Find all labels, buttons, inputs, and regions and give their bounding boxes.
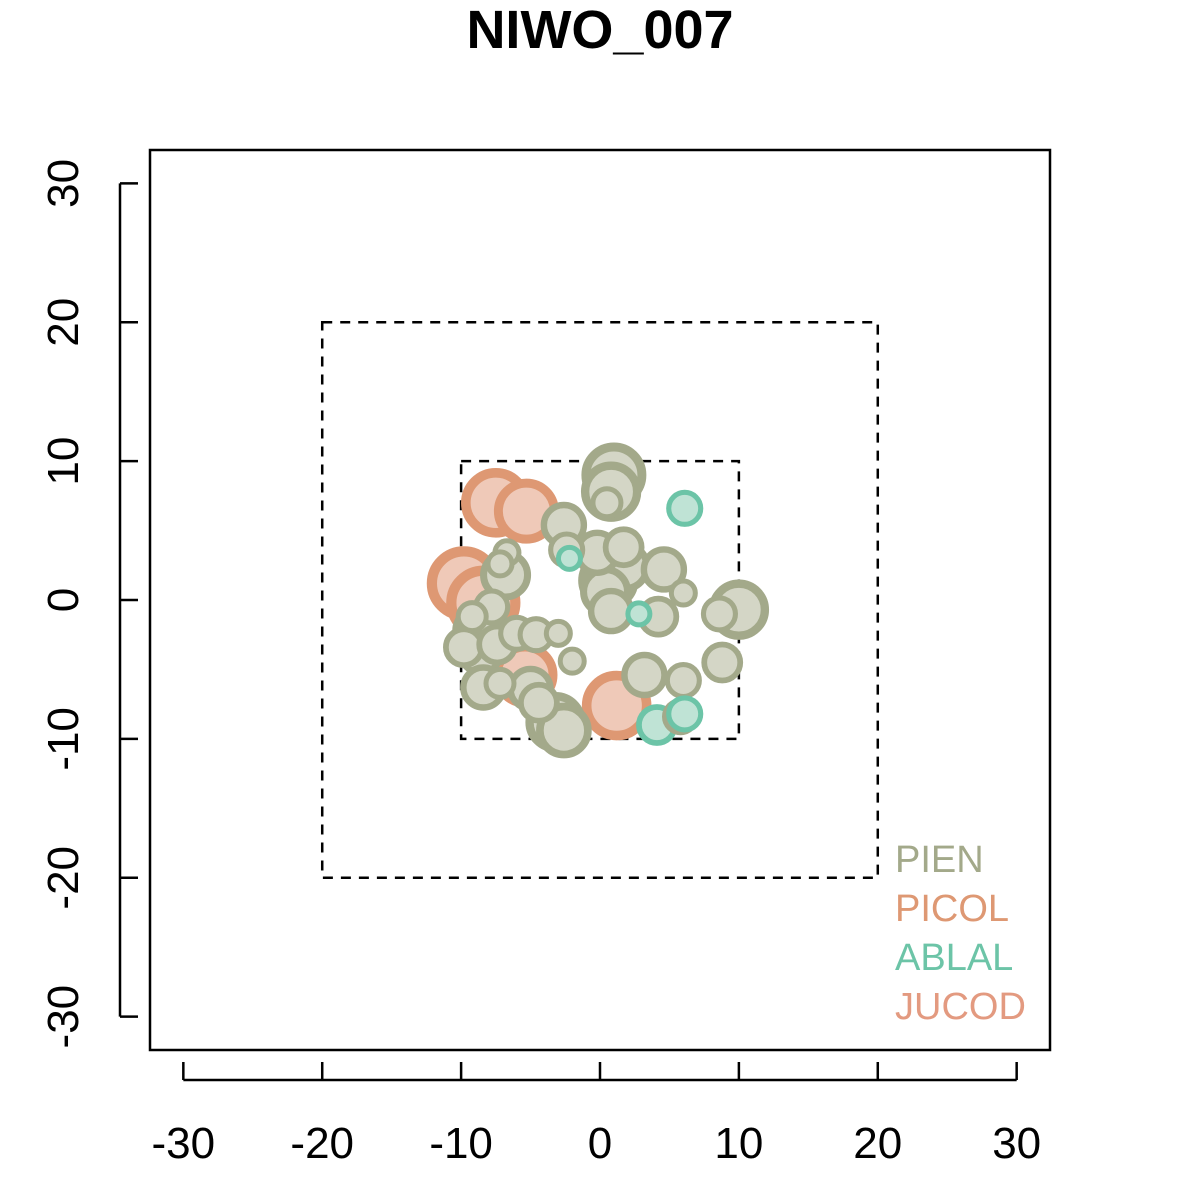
y-tick-label: 0 — [39, 588, 88, 612]
tree-point-pien — [485, 549, 515, 579]
tree-point-pien — [621, 651, 668, 699]
tree-point-pien — [668, 578, 698, 608]
tree-point-ablal — [625, 600, 653, 628]
x-tick-label: 30 — [992, 1119, 1041, 1168]
boundary-square-0 — [320, 320, 880, 880]
chart-title: NIWO_007 — [466, 0, 733, 60]
tree-point-pien — [602, 526, 645, 569]
y-tick-label: 20 — [39, 298, 88, 347]
tree-point-pien — [640, 546, 688, 593]
y-axis: -30 -20 -10 0 10 20 30 — [39, 159, 138, 1049]
y-tick-label: -30 — [39, 985, 88, 1049]
tree-point-pien — [701, 641, 744, 684]
plot-frame — [148, 148, 1052, 1052]
tree-point-pien — [587, 587, 635, 635]
tree-point-pien — [443, 626, 485, 669]
x-tick-label: -20 — [290, 1119, 354, 1168]
tree-point-ablal — [555, 544, 583, 572]
tree-point-pien — [483, 666, 517, 700]
legend-label-pien: PIEN — [895, 839, 984, 881]
legend-label-jucod: JUCOD — [895, 986, 1026, 1028]
tree-point-pien — [557, 646, 587, 676]
y-tick-label: 10 — [39, 437, 88, 486]
tree-point-pien — [518, 681, 560, 724]
x-tick-label: -10 — [429, 1119, 493, 1168]
tree-points — [426, 442, 770, 759]
x-tick-label: -30 — [152, 1119, 216, 1168]
y-tick-label: -20 — [39, 846, 88, 910]
x-tick-label: 0 — [588, 1119, 612, 1168]
legend-label-picol: PICOL — [895, 888, 1009, 930]
y-tick-label: -10 — [39, 707, 88, 771]
tree-point-pien — [590, 486, 624, 520]
legend: PIEN PICOL ABLAL JUCOD — [895, 839, 1026, 1028]
legend-label-ablal: ABLAL — [895, 937, 1013, 979]
tree-point-pien — [700, 595, 739, 633]
tree-point-ablal — [666, 489, 704, 527]
tree-point-ablal — [666, 695, 704, 733]
x-tick-label: 10 — [714, 1119, 763, 1168]
tree-point-pien — [455, 600, 489, 634]
x-tick-label: 20 — [853, 1119, 902, 1168]
tree-point-pien — [664, 661, 702, 700]
y-tick-label: 30 — [39, 159, 88, 208]
x-axis: -30 -20 -10 0 10 20 30 — [152, 1062, 1041, 1168]
tree-point-pien — [543, 618, 573, 648]
